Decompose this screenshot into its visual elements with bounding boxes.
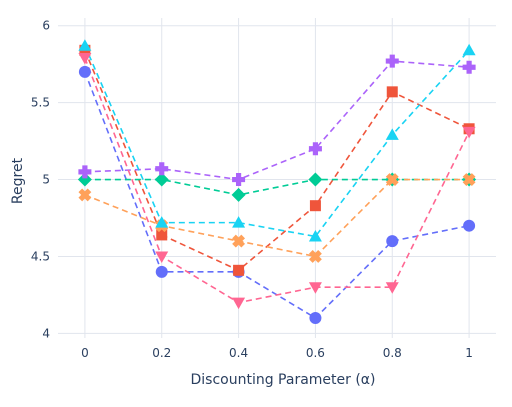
- data-point: [462, 43, 476, 56]
- data-point: [309, 312, 322, 324]
- data-point: [386, 235, 399, 248]
- y-tick-label: 4: [42, 326, 50, 340]
- data-point: [156, 229, 168, 241]
- y-tick-label: 5: [42, 173, 50, 187]
- data-point: [78, 188, 92, 202]
- x-tick-label: 0.8: [383, 346, 402, 360]
- data-point: [385, 54, 399, 68]
- grid: [58, 18, 496, 338]
- data-point: [78, 65, 91, 78]
- x-axis-ticks: 0 0.2 0.4 0.6 0.8 1: [81, 346, 473, 360]
- series-line: [84, 57, 470, 304]
- series-line: [84, 178, 470, 258]
- data-point: [78, 165, 92, 179]
- data-point: [231, 187, 246, 202]
- data-point: [232, 216, 246, 228]
- data-point: [155, 162, 169, 176]
- data-point: [232, 173, 246, 187]
- data-point: [309, 200, 321, 212]
- data-point: [308, 282, 322, 294]
- data-point: [232, 234, 246, 248]
- series-line: [84, 71, 470, 320]
- series-line: [84, 60, 470, 181]
- data-point: [308, 172, 323, 187]
- x-tick-label: 1: [465, 346, 473, 360]
- data-point: [385, 173, 399, 186]
- data-point: [78, 39, 92, 51]
- data-point: [78, 53, 92, 65]
- data-point: [462, 126, 476, 139]
- series-line: [84, 45, 470, 238]
- series-markers: [77, 39, 477, 324]
- x-tick-label: 0.4: [229, 346, 248, 360]
- data-point: [155, 265, 168, 278]
- x-tick-label: 0.6: [306, 346, 325, 360]
- series-lines: [84, 45, 470, 320]
- series-line: [84, 178, 470, 196]
- data-point: [385, 282, 399, 294]
- data-point: [462, 60, 476, 74]
- data-point: [463, 219, 476, 232]
- y-tick-label: 6: [42, 19, 50, 33]
- y-tick-label: 4.5: [31, 249, 50, 263]
- y-tick-label: 5.5: [31, 96, 50, 110]
- data-point: [308, 250, 322, 263]
- data-point: [462, 173, 476, 186]
- data-point: [155, 251, 169, 263]
- data-point: [308, 142, 322, 156]
- y-axis-ticks: 4 4.5 5 5.5 6: [31, 19, 50, 341]
- x-axis-title: Discounting Parameter (α): [190, 372, 375, 388]
- data-point: [308, 229, 322, 242]
- data-point: [77, 172, 92, 187]
- series-line: [84, 50, 470, 272]
- x-tick-label: 0.2: [152, 346, 171, 360]
- data-point: [233, 264, 245, 276]
- data-point: [385, 128, 399, 140]
- y-axis-title: Regret: [10, 157, 26, 204]
- data-point: [386, 86, 398, 98]
- data-point: [155, 216, 169, 228]
- x-tick-label: 0: [81, 346, 89, 360]
- data-point: [154, 172, 169, 187]
- data-point: [232, 297, 246, 310]
